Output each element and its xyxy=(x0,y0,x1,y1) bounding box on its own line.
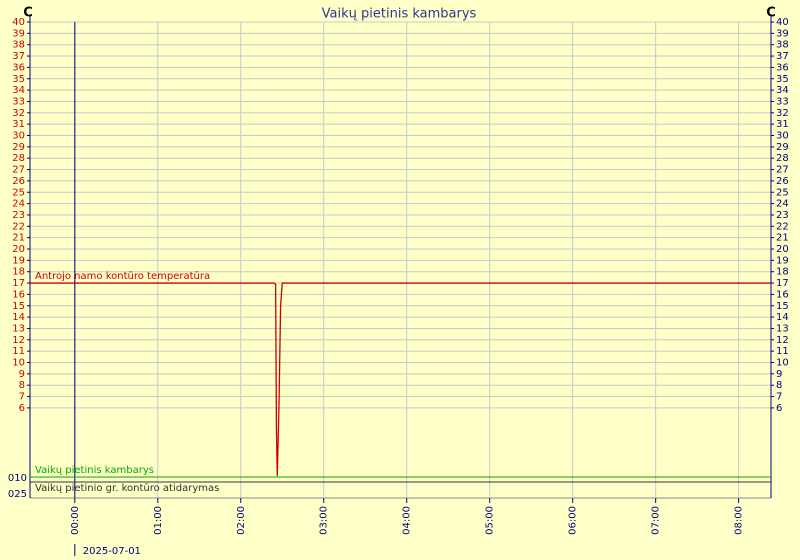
y-tick-label: 36 xyxy=(12,62,25,73)
y-tick-label: 19 xyxy=(12,255,25,266)
y-tick-label: 38 xyxy=(12,40,25,51)
y2-tick-label: 12 xyxy=(776,335,789,346)
y-tick-label: 29 xyxy=(12,142,25,153)
x-tick-label: 00:00 xyxy=(70,506,81,535)
y2-tick-label: 8 xyxy=(776,380,782,391)
x-tick-label: 04:00 xyxy=(402,506,413,535)
y-tick-label: 40 xyxy=(12,17,25,28)
y2-tick-label: 6 xyxy=(776,403,782,414)
y-tick-label: 28 xyxy=(12,153,25,164)
date-label: 2025-07-01 xyxy=(83,546,141,557)
y-tick-label: 31 xyxy=(12,119,25,130)
status-label: Vaikų pietinis kambarys xyxy=(35,465,154,476)
y-tick-label: 13 xyxy=(12,323,25,334)
y2-tick-label: 32 xyxy=(776,108,789,119)
y2-tick-label: 14 xyxy=(776,312,789,323)
status-label: Vaikų pietinio gr. kontūro atidarymas xyxy=(35,483,219,494)
y-tick-label: 21 xyxy=(12,233,25,244)
y2-tick-label: 36 xyxy=(776,62,789,73)
y2-tick-label: 28 xyxy=(776,153,789,164)
x-tick-label: 02:00 xyxy=(236,506,247,535)
x-tick-label: 06:00 xyxy=(568,506,579,535)
y-tick-label: 23 xyxy=(12,210,25,221)
y-tick-label: 18 xyxy=(12,267,25,278)
y2-tick-label: 7 xyxy=(776,392,782,403)
x-tick-label: 08:00 xyxy=(734,506,745,535)
y-unit: C xyxy=(23,6,33,21)
y2-tick-label: 33 xyxy=(776,96,789,107)
y2-tick-label: 25 xyxy=(776,187,789,198)
y-tick-label: 33 xyxy=(12,96,25,107)
y-tick-label: 20 xyxy=(12,244,25,255)
y2-tick-label: 16 xyxy=(776,289,789,300)
y-tick-label: 14 xyxy=(12,312,25,323)
y2-tick-label: 35 xyxy=(776,74,789,85)
y-tick-label: 37 xyxy=(12,51,25,62)
y-tick-label: 34 xyxy=(12,85,25,96)
y2-tick-label: 11 xyxy=(776,346,789,357)
y-tick-label: 26 xyxy=(12,176,25,187)
y2-tick-label: 23 xyxy=(776,210,789,221)
series-line xyxy=(30,282,771,477)
y-tick-label: 7 xyxy=(19,392,25,403)
y2-tick-label: 38 xyxy=(776,40,789,51)
y2-tick-label: 39 xyxy=(776,28,789,39)
y-tick-label: 24 xyxy=(12,199,25,210)
y-tick-label: 22 xyxy=(12,221,25,232)
y-tick-label: 15 xyxy=(12,301,25,312)
y2-tick-label: 21 xyxy=(776,233,789,244)
y2-tick-label: 20 xyxy=(776,244,789,255)
x-tick-label: 03:00 xyxy=(319,506,330,535)
y2-tick-label: 9 xyxy=(776,369,782,380)
y-tick-label: 8 xyxy=(19,380,25,391)
y2-tick-label: 13 xyxy=(776,323,789,334)
y2-tick-label: 37 xyxy=(776,51,789,62)
y2-tick-label: 22 xyxy=(776,221,789,232)
y2-tick-label: 27 xyxy=(776,165,789,176)
y2-tick-label: 24 xyxy=(776,199,789,210)
bottom-label: 010 xyxy=(8,473,27,484)
y2-tick-label: 34 xyxy=(776,85,789,96)
series-label: Antrojo namo kontūro temperatūra xyxy=(35,271,210,282)
y-tick-label: 39 xyxy=(12,28,25,39)
y-tick-label: 27 xyxy=(12,165,25,176)
y-tick-label: 9 xyxy=(19,369,25,380)
y2-tick-label: 40 xyxy=(776,17,789,28)
y-tick-label: 11 xyxy=(12,346,25,357)
y2-tick-label: 30 xyxy=(776,131,789,142)
chart-title: Vaikų pietinis kambarys xyxy=(322,7,477,22)
y-tick-label: 17 xyxy=(12,278,25,289)
y2-tick-label: 15 xyxy=(776,301,789,312)
y2-tick-label: 10 xyxy=(776,358,789,369)
x-tick-label: 07:00 xyxy=(651,506,662,535)
x-tick-label: 05:00 xyxy=(485,506,496,535)
y-tick-label: 35 xyxy=(12,74,25,85)
y-tick-label: 12 xyxy=(12,335,25,346)
y-tick-label: 6 xyxy=(19,403,25,414)
y2-tick-label: 31 xyxy=(776,119,789,130)
y-tick-label: 30 xyxy=(12,131,25,142)
x-tick-label: 01:00 xyxy=(153,506,164,535)
y2-tick-label: 19 xyxy=(776,255,789,266)
y-tick-label: 10 xyxy=(12,358,25,369)
y-tick-label: 25 xyxy=(12,187,25,198)
y2-tick-label: 29 xyxy=(776,142,789,153)
y2-tick-label: 26 xyxy=(776,176,789,187)
y-tick-label: 16 xyxy=(12,289,25,300)
y2-tick-label: 17 xyxy=(776,278,789,289)
y-tick-label: 32 xyxy=(12,108,25,119)
bottom-label: 025 xyxy=(8,489,27,500)
y2-tick-label: 18 xyxy=(776,267,789,278)
y2-unit: C xyxy=(766,6,776,21)
